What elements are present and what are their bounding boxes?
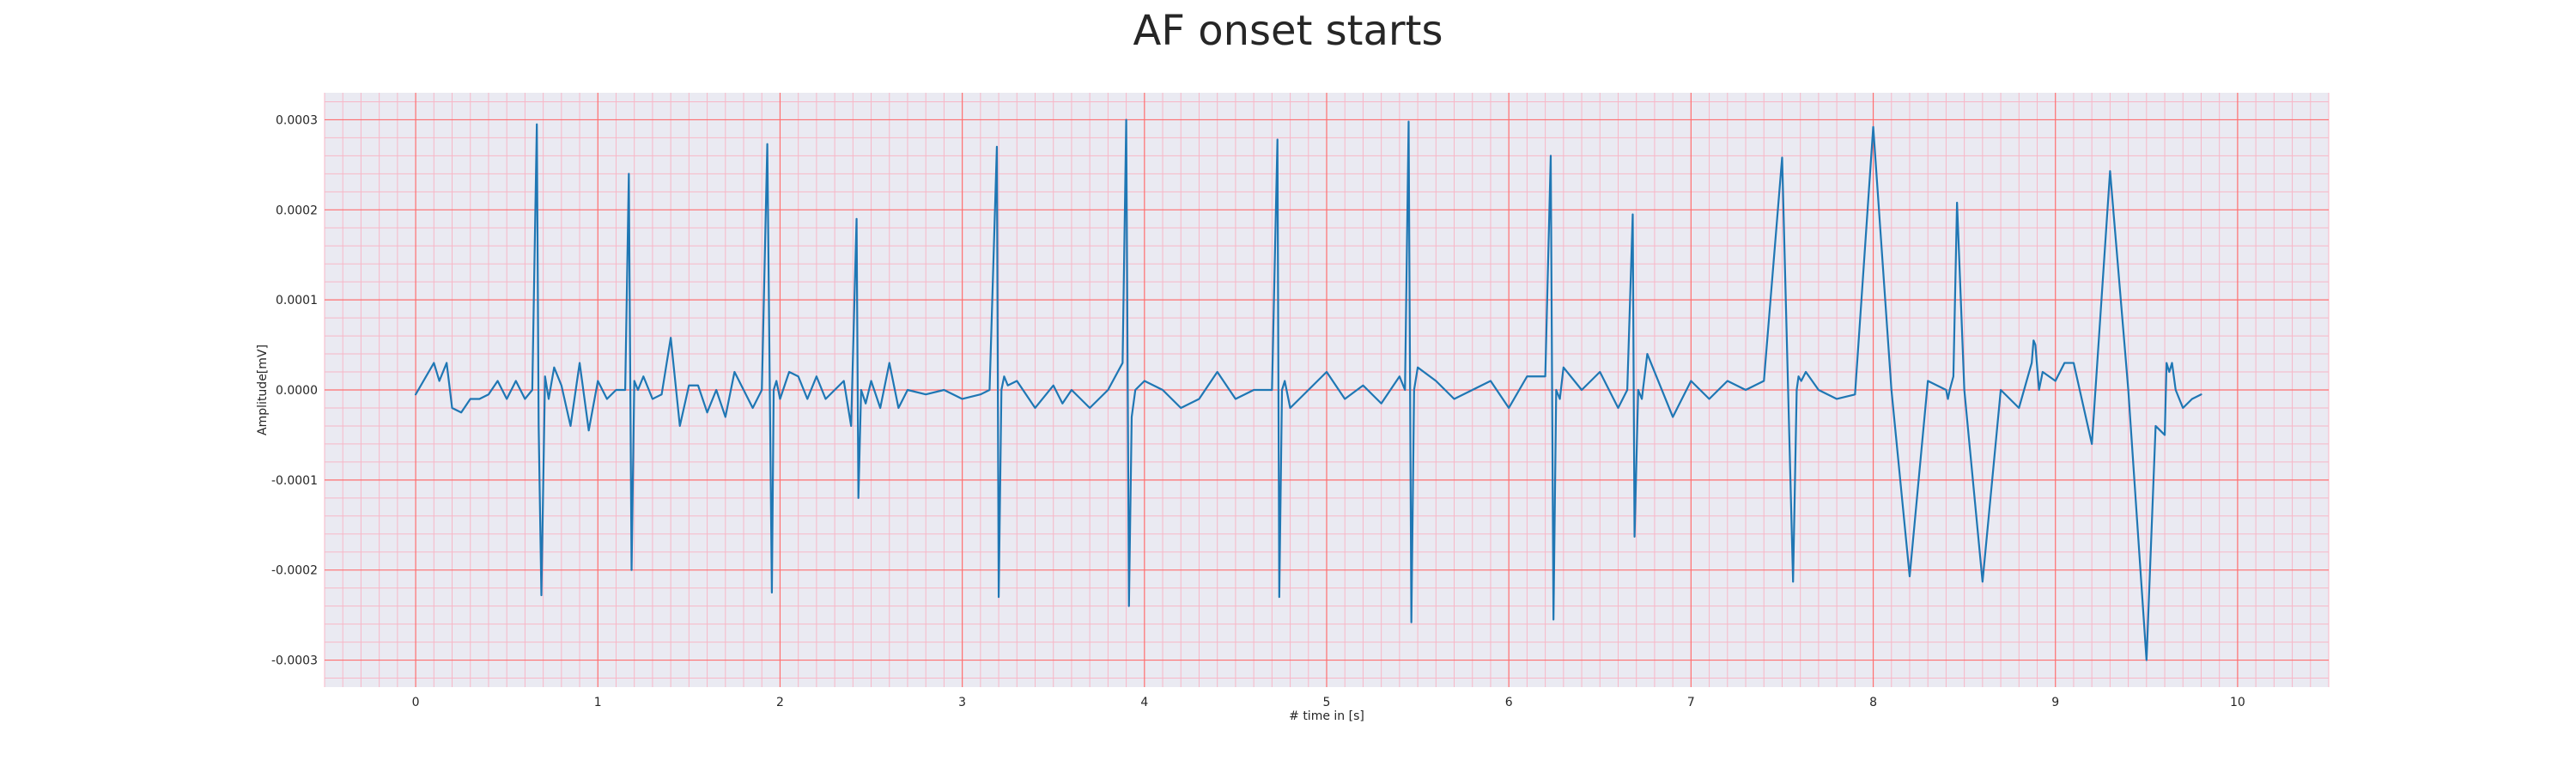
x-tick-label: 10 [2230,696,2245,709]
y-axis-ticks: 0.0003 0.0002 0.0001 0.0000 -0.0001 -0.0002 -0… [271,113,318,667]
y-tick-label: -0.0002 [271,564,318,578]
x-tick-label: 4 [1140,696,1148,709]
x-tick-label: 0 [412,696,420,709]
x-tick-label: 1 [594,696,602,709]
y-tick-label: 0.0003 [276,113,318,127]
x-tick-label: 5 [1323,696,1331,709]
y-tick-label: 0.0000 [276,384,318,398]
x-tick-label: 2 [776,696,784,709]
y-axis-label: Amplitude[mV] [256,344,270,435]
y-tick-label: -0.0001 [271,474,318,488]
x-tick-label: 3 [958,696,966,709]
y-tick-label: -0.0003 [271,654,318,668]
x-tick-label: 7 [1687,696,1695,709]
x-tick-label: 9 [2051,696,2059,709]
x-tick-label: 6 [1505,696,1513,709]
y-tick-label: 0.0001 [276,294,318,307]
y-tick-label: 0.0002 [276,204,318,217]
x-axis-label: # time in [s] [1289,709,1364,723]
x-axis-ticks: 0 1 2 3 4 5 6 7 8 9 10 [412,696,2245,709]
chart-title: AF onset starts [1133,7,1443,55]
x-tick-label: 8 [1869,696,1877,709]
